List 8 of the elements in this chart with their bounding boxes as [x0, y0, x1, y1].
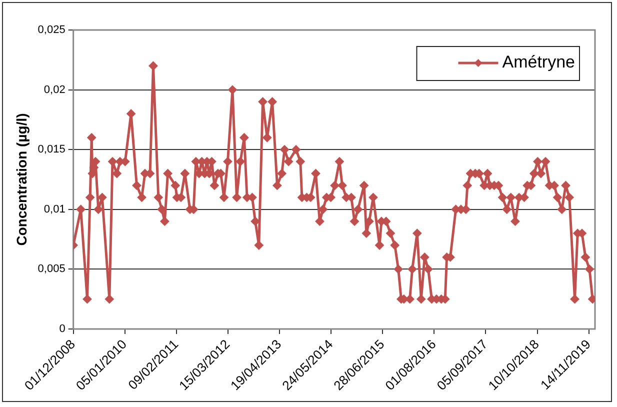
y-tick-label: 0,005	[38, 263, 66, 276]
y-tick-label: 0,02	[44, 84, 66, 96]
y-tick-label: 0,01	[44, 203, 66, 216]
y-tick-label: 0	[59, 322, 66, 335]
y-axis-title: Concentration (µg/l)	[13, 113, 30, 246]
y-tick-label: 0,025	[38, 24, 66, 36]
y-tick-label: 0,015	[38, 144, 66, 156]
legend-label: Amétryne	[502, 52, 575, 72]
